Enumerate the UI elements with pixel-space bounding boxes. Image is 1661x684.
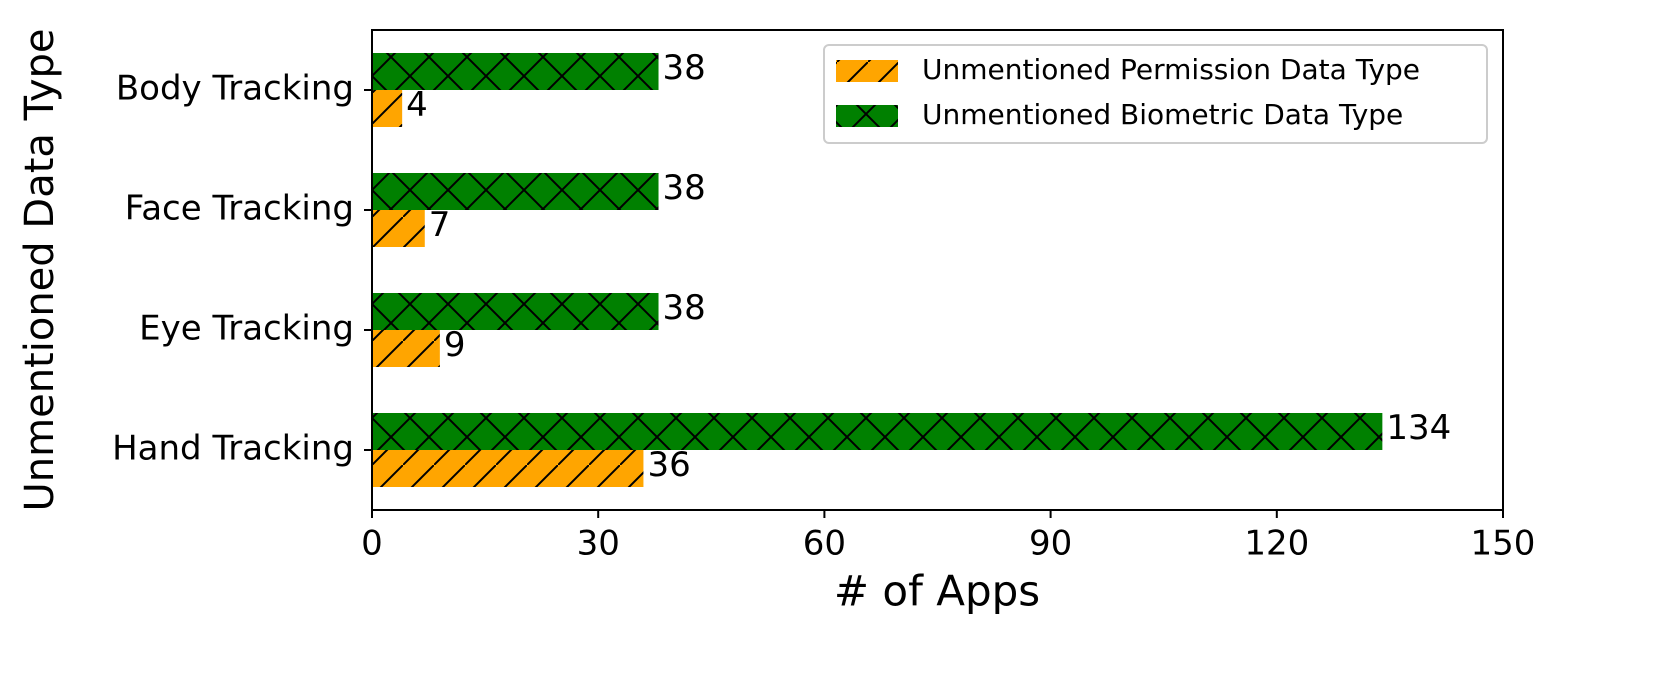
- x-tick-label: 0: [361, 524, 383, 564]
- legend-label: Unmentioned Permission Data Type: [922, 53, 1420, 86]
- legend-swatch: [836, 60, 898, 82]
- value-label: 36: [647, 445, 690, 485]
- x-tick-label: 150: [1471, 524, 1536, 564]
- bar: [372, 293, 659, 330]
- legend-swatch: [836, 105, 898, 127]
- x-tick-label: 60: [803, 524, 846, 564]
- bar: [372, 413, 1383, 450]
- bar: [372, 210, 425, 247]
- bar: [372, 450, 644, 487]
- x-tick-label: 30: [577, 524, 620, 564]
- legend-box: [823, 44, 1488, 144]
- value-label: 7: [429, 205, 451, 245]
- y-tick-label: Hand Tracking: [112, 429, 354, 469]
- bar: [372, 90, 403, 127]
- value-label: 4: [406, 85, 428, 125]
- bar: [372, 53, 659, 90]
- y-tick-label: Eye Tracking: [139, 309, 354, 349]
- bar: [372, 330, 440, 367]
- value-label: 9: [444, 325, 466, 365]
- bar: [372, 173, 659, 210]
- value-label: 38: [663, 288, 706, 328]
- plot-frame: [371, 29, 1504, 511]
- legend-label: Unmentioned Biometric Data Type: [922, 98, 1403, 131]
- value-label: 38: [663, 48, 706, 88]
- y-tick-label: Body Tracking: [116, 69, 354, 109]
- x-tick-label: 120: [1244, 524, 1309, 564]
- value-label: 38: [663, 168, 706, 208]
- x-axis-label: # of Apps: [834, 567, 1040, 616]
- value-label: 134: [1386, 408, 1451, 448]
- x-tick-label: 90: [1029, 524, 1072, 564]
- y-axis-label: Unmentioned Data Type: [17, 29, 63, 512]
- y-tick-label: Face Tracking: [125, 189, 354, 229]
